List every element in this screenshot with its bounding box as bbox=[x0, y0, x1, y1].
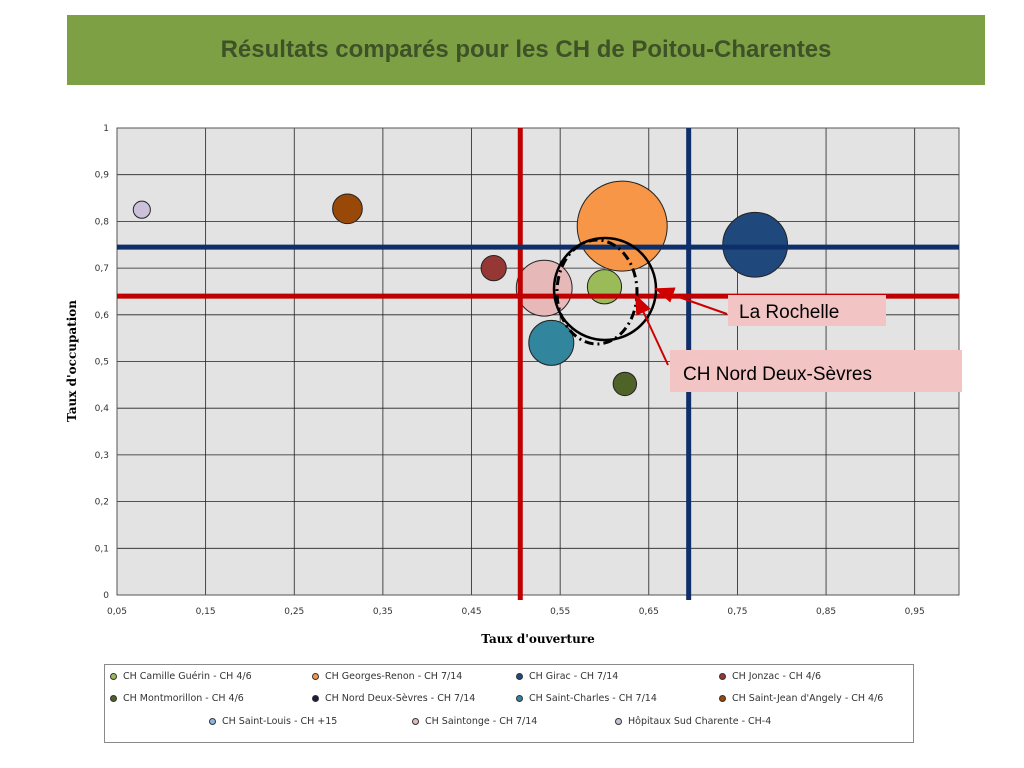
nord-deux-sevres-callout: CH Nord Deux-Sèvres bbox=[683, 364, 872, 385]
bubble-10 bbox=[132, 200, 151, 219]
legend-item: CH Nord Deux-Sèvres - CH 7/14 bbox=[312, 693, 475, 704]
legend-item: CH Camille Guérin - CH 4/6 bbox=[110, 671, 252, 682]
y-tick-label: 0,6 bbox=[95, 311, 110, 321]
x-tick-label: 0,65 bbox=[639, 607, 659, 617]
legend-swatch bbox=[615, 718, 622, 725]
legend-item: CH Saint-Louis - CH +15 bbox=[209, 716, 337, 727]
bubble-7 bbox=[332, 193, 363, 225]
x-tick-label: 0,45 bbox=[462, 607, 482, 617]
nord-deux-sevres-circle bbox=[555, 238, 639, 346]
legend-swatch bbox=[516, 673, 523, 680]
la-rochelle-callout: La Rochelle bbox=[739, 302, 839, 323]
x-tick-label: 0,05 bbox=[107, 607, 127, 617]
legend-swatch bbox=[110, 695, 117, 702]
la-rochelle-callout-box bbox=[728, 295, 886, 326]
y-tick-label: 0 bbox=[103, 591, 109, 601]
bubble-9 bbox=[515, 259, 573, 317]
legend-label: CH Montmorillon - CH 4/6 bbox=[123, 693, 244, 704]
bubble-chart: 0,05 0,15 0,25 0,35 0,45 0,55 0,65 0,75 0,85 0,95… bbox=[65, 124, 962, 646]
bubble-1 bbox=[576, 180, 668, 272]
x-axis-title: Taux d'ouverture bbox=[481, 632, 595, 646]
x-tick-label: 0,55 bbox=[550, 607, 570, 617]
x-tick-label: 0,25 bbox=[284, 607, 304, 617]
legend-swatch bbox=[719, 695, 726, 702]
legend-item: CH Saint-Charles - CH 7/14 bbox=[516, 693, 657, 704]
legend-item: CH Girac - CH 7/14 bbox=[516, 671, 618, 682]
nord-deux-sevres-arrow bbox=[635, 294, 669, 366]
y-tick-labels: 0 0,1 0,2 0,3 0,4 0,5 0,6 0,7 0,8 0,9 1 bbox=[95, 124, 110, 601]
title-banner: Résultats comparés pour les CH de Poitou… bbox=[67, 15, 985, 85]
bubble-3 bbox=[480, 255, 507, 282]
x-tick-labels: 0,05 0,15 0,25 0,35 0,45 0,55 0,65 0,75 0,85 0,95 bbox=[107, 607, 925, 617]
y-axis-title: Taux d'occupation bbox=[65, 300, 79, 422]
bubble-0 bbox=[586, 269, 623, 305]
legend-swatch bbox=[209, 718, 216, 725]
legend-label: CH Saint-Jean d'Angely - CH 4/6 bbox=[732, 693, 884, 704]
legend-label: Hôpitaux Sud Charente - CH-4 bbox=[628, 716, 772, 727]
legend-swatch bbox=[110, 673, 117, 680]
x-tick-label: 0,35 bbox=[373, 607, 393, 617]
legend-label: CH Georges-Renon - CH 7/14 bbox=[325, 671, 463, 682]
y-tick-label: 0,4 bbox=[95, 404, 110, 414]
legend-label: CH Saint-Louis - CH +15 bbox=[222, 716, 338, 727]
legend-item: CH Jonzac - CH 4/6 bbox=[719, 671, 821, 682]
nord-deux-sevres-callout-box bbox=[670, 350, 962, 392]
legend-item: CH Saintonge - CH 7/14 bbox=[412, 716, 537, 727]
y-tick-label: 0,8 bbox=[95, 217, 110, 227]
legend: CH Camille Guérin - CH 4/6 CH Georges-Ren… bbox=[104, 664, 914, 743]
x-tick-label: 0,15 bbox=[196, 607, 216, 617]
legend-swatch bbox=[719, 673, 726, 680]
legend-item: Hôpitaux Sud Charente - CH-4 bbox=[615, 716, 771, 727]
legend-label: CH Saint-Charles - CH 7/14 bbox=[529, 693, 657, 704]
y-tick-label: 0,3 bbox=[95, 451, 109, 461]
y-tick-label: 0,9 bbox=[95, 171, 110, 181]
legend-swatch bbox=[412, 718, 419, 725]
x-tick-label: 0,75 bbox=[727, 607, 747, 617]
legend-label: CH Girac - CH 7/14 bbox=[529, 671, 619, 682]
bubble-6 bbox=[528, 319, 575, 366]
page-title: Résultats comparés pour les CH de Poitou… bbox=[220, 36, 832, 63]
legend-label: CH Saintonge - CH 7/14 bbox=[425, 716, 538, 727]
legend-label: CH Jonzac - CH 4/6 bbox=[732, 671, 822, 682]
legend-label: CH Nord Deux-Sèvres - CH 7/14 bbox=[325, 693, 476, 704]
la-rochelle-arrow bbox=[654, 287, 728, 315]
y-tick-label: 0,5 bbox=[95, 358, 109, 368]
legend-swatch bbox=[312, 695, 319, 702]
legend-item: CH Montmorillon - CH 4/6 bbox=[110, 693, 244, 704]
legend-label: CH Camille Guérin - CH 4/6 bbox=[123, 671, 252, 682]
legend-item: CH Georges-Renon - CH 7/14 bbox=[312, 671, 462, 682]
legend-item: CH Saint-Jean d'Angely - CH 4/6 bbox=[719, 693, 883, 704]
legend-swatch bbox=[312, 673, 319, 680]
y-tick-label: 0,1 bbox=[95, 544, 109, 554]
y-tick-label: 0,7 bbox=[95, 264, 109, 274]
x-tick-label: 0,95 bbox=[905, 607, 925, 617]
y-tick-label: 1 bbox=[103, 124, 109, 134]
x-tick-label: 0,85 bbox=[816, 607, 836, 617]
bubble-4 bbox=[612, 371, 638, 397]
legend-swatch bbox=[516, 695, 523, 702]
y-tick-label: 0,2 bbox=[95, 498, 109, 508]
